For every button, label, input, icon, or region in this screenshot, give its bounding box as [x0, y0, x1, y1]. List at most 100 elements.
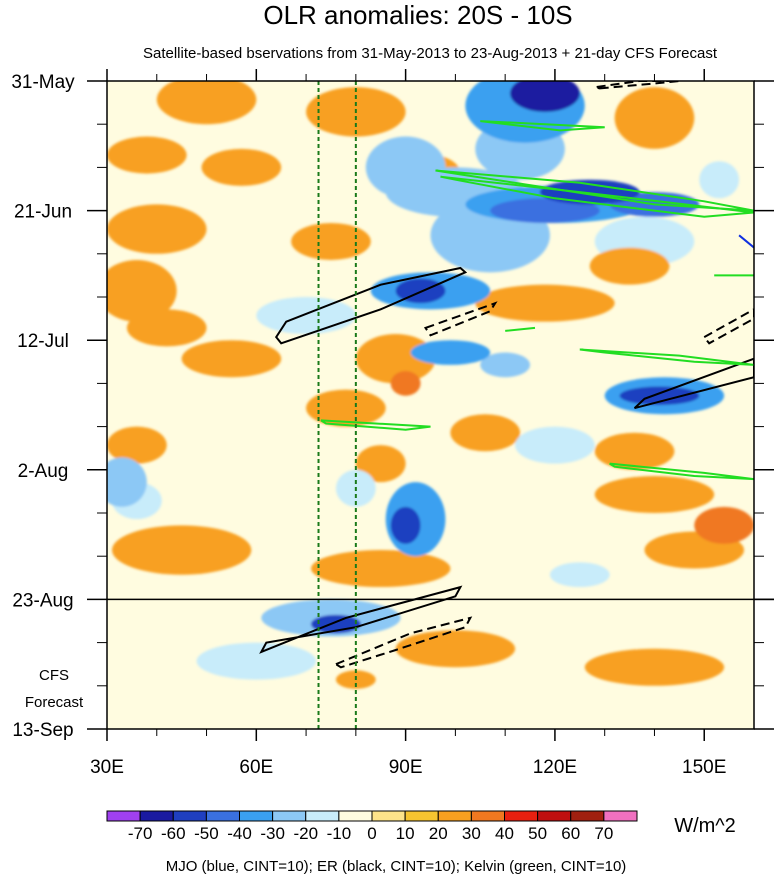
er-contour — [274, 266, 468, 345]
y-tick-label: 2-Aug — [18, 461, 69, 482]
anomaly-cell — [291, 222, 371, 260]
anomaly-cell — [594, 432, 675, 470]
anomaly-cell — [480, 352, 531, 378]
colorbar-units: W/m^2 — [674, 815, 736, 837]
anomaly-cell — [306, 389, 386, 427]
er-contour — [702, 308, 754, 345]
colorbar-swatch — [272, 810, 307, 822]
anomaly-cell — [614, 87, 695, 149]
anomaly-cell — [390, 506, 421, 544]
colorbar-swatch — [305, 810, 340, 822]
mjo-contour — [738, 234, 754, 249]
anomaly-cell — [395, 630, 516, 668]
anomaly-cell — [594, 475, 715, 513]
anomaly-cell — [699, 161, 740, 199]
x-tick-label: 30E — [90, 757, 124, 778]
er-contour — [594, 81, 680, 90]
colorbar-swatch — [371, 810, 406, 822]
anomaly-cell — [589, 247, 670, 285]
kelvin-contour — [609, 462, 754, 481]
colorbar-label: 30 — [462, 824, 481, 843]
colorbar-swatch — [437, 810, 472, 822]
colorbar-label: -60 — [161, 824, 186, 843]
x-tick-label: 150E — [682, 757, 726, 778]
anomaly-cell — [450, 414, 521, 452]
anomaly-cell — [116, 685, 197, 723]
plot-frame — [106, 80, 755, 730]
colorbar-swatch — [239, 810, 274, 822]
anomaly-cell — [515, 426, 595, 464]
colorbar-label: 40 — [495, 824, 514, 843]
anomaly-cell — [549, 562, 610, 588]
x-tick-label: 90E — [389, 757, 423, 778]
chart-title: OLR anomalies: 20S - 10S — [263, 0, 572, 30]
colorbar-label: 50 — [528, 824, 547, 843]
forecast-label-line1: CFS — [39, 667, 69, 684]
axes: 30E 60E 90E 120E 150E 31-May 21-Jun 12-Jul 2-Aug… — [11, 69, 774, 778]
anomaly-cell — [156, 81, 257, 125]
anomaly-cell — [107, 457, 147, 507]
anomaly-cell — [201, 148, 282, 186]
y-tick-label: 12-Jul — [17, 331, 69, 352]
anomaly-cell — [365, 136, 446, 199]
y-tick-label: 23-Aug — [12, 590, 73, 611]
colorbar-swatch — [205, 810, 240, 822]
colorbar-label: -10 — [327, 824, 352, 843]
anomaly-cell — [107, 259, 177, 322]
colorbar-label: 10 — [396, 824, 415, 843]
colorbar-swatch — [504, 810, 539, 822]
anomaly-cell — [619, 386, 700, 405]
colorbar-swatch — [139, 810, 174, 822]
anomaly-cell — [111, 525, 252, 575]
anomaly-cell — [107, 136, 187, 174]
colorbar-swatch — [570, 810, 605, 822]
colorbar-swatch — [603, 810, 638, 822]
colorbar-label: 70 — [594, 824, 613, 843]
er-contour — [333, 616, 473, 669]
x-tick-label: 120E — [533, 757, 577, 778]
anomaly-cell — [355, 445, 406, 483]
colorbar-label: -30 — [260, 824, 285, 843]
anomaly-cell — [410, 340, 491, 365]
y-tick-label: 31-May — [11, 72, 75, 93]
colorbar-label: -40 — [227, 824, 252, 843]
contour-legend-note: MJO (blue, CINT=10); ER (black, CINT=10)… — [166, 858, 627, 875]
chart-subtitle: Satellite-based bservations from 31-May-… — [143, 45, 718, 62]
y-tick-label: 21-Jun — [14, 202, 72, 223]
colorbar-swatch — [172, 810, 207, 822]
colorbar-swatch — [404, 810, 439, 822]
plot-area — [106, 80, 774, 730]
anomaly-cell — [311, 550, 451, 588]
colorbar-label: -20 — [293, 824, 318, 843]
colorbar-label: 20 — [429, 824, 448, 843]
anomaly-cell — [107, 426, 167, 464]
colorbar-label: 60 — [561, 824, 580, 843]
kelvin-contour — [480, 120, 605, 132]
anomaly-cell — [694, 506, 754, 544]
anomaly-cell — [126, 309, 207, 347]
colorbar-label: -50 — [194, 824, 219, 843]
anomaly-cell — [510, 81, 580, 112]
er-contour — [259, 585, 463, 654]
anomaly-cell — [490, 198, 600, 223]
x-tick-label: 60E — [239, 757, 273, 778]
anomaly-cell — [584, 648, 725, 686]
colorbar-swatch — [106, 810, 141, 822]
kelvin-contour — [320, 419, 431, 431]
kelvin-contour — [440, 175, 754, 218]
colorbar-label: 0 — [367, 824, 376, 843]
anomaly-cell — [256, 297, 356, 335]
anomaly-cell — [196, 642, 317, 680]
anomaly-cell — [355, 334, 436, 384]
forecast-label-line2: Forecast — [25, 694, 84, 711]
er-contour — [633, 357, 754, 410]
y-tick-label: 13-Sep — [12, 720, 73, 741]
colorbar-label: -70 — [128, 824, 153, 843]
colorbar-swatch — [470, 810, 505, 822]
anomaly-cell — [475, 284, 615, 322]
anomaly-cell — [107, 204, 207, 254]
colorbar-swatch — [537, 810, 572, 822]
colorbar-swatch — [338, 810, 373, 822]
kelvin-contour — [579, 348, 754, 366]
